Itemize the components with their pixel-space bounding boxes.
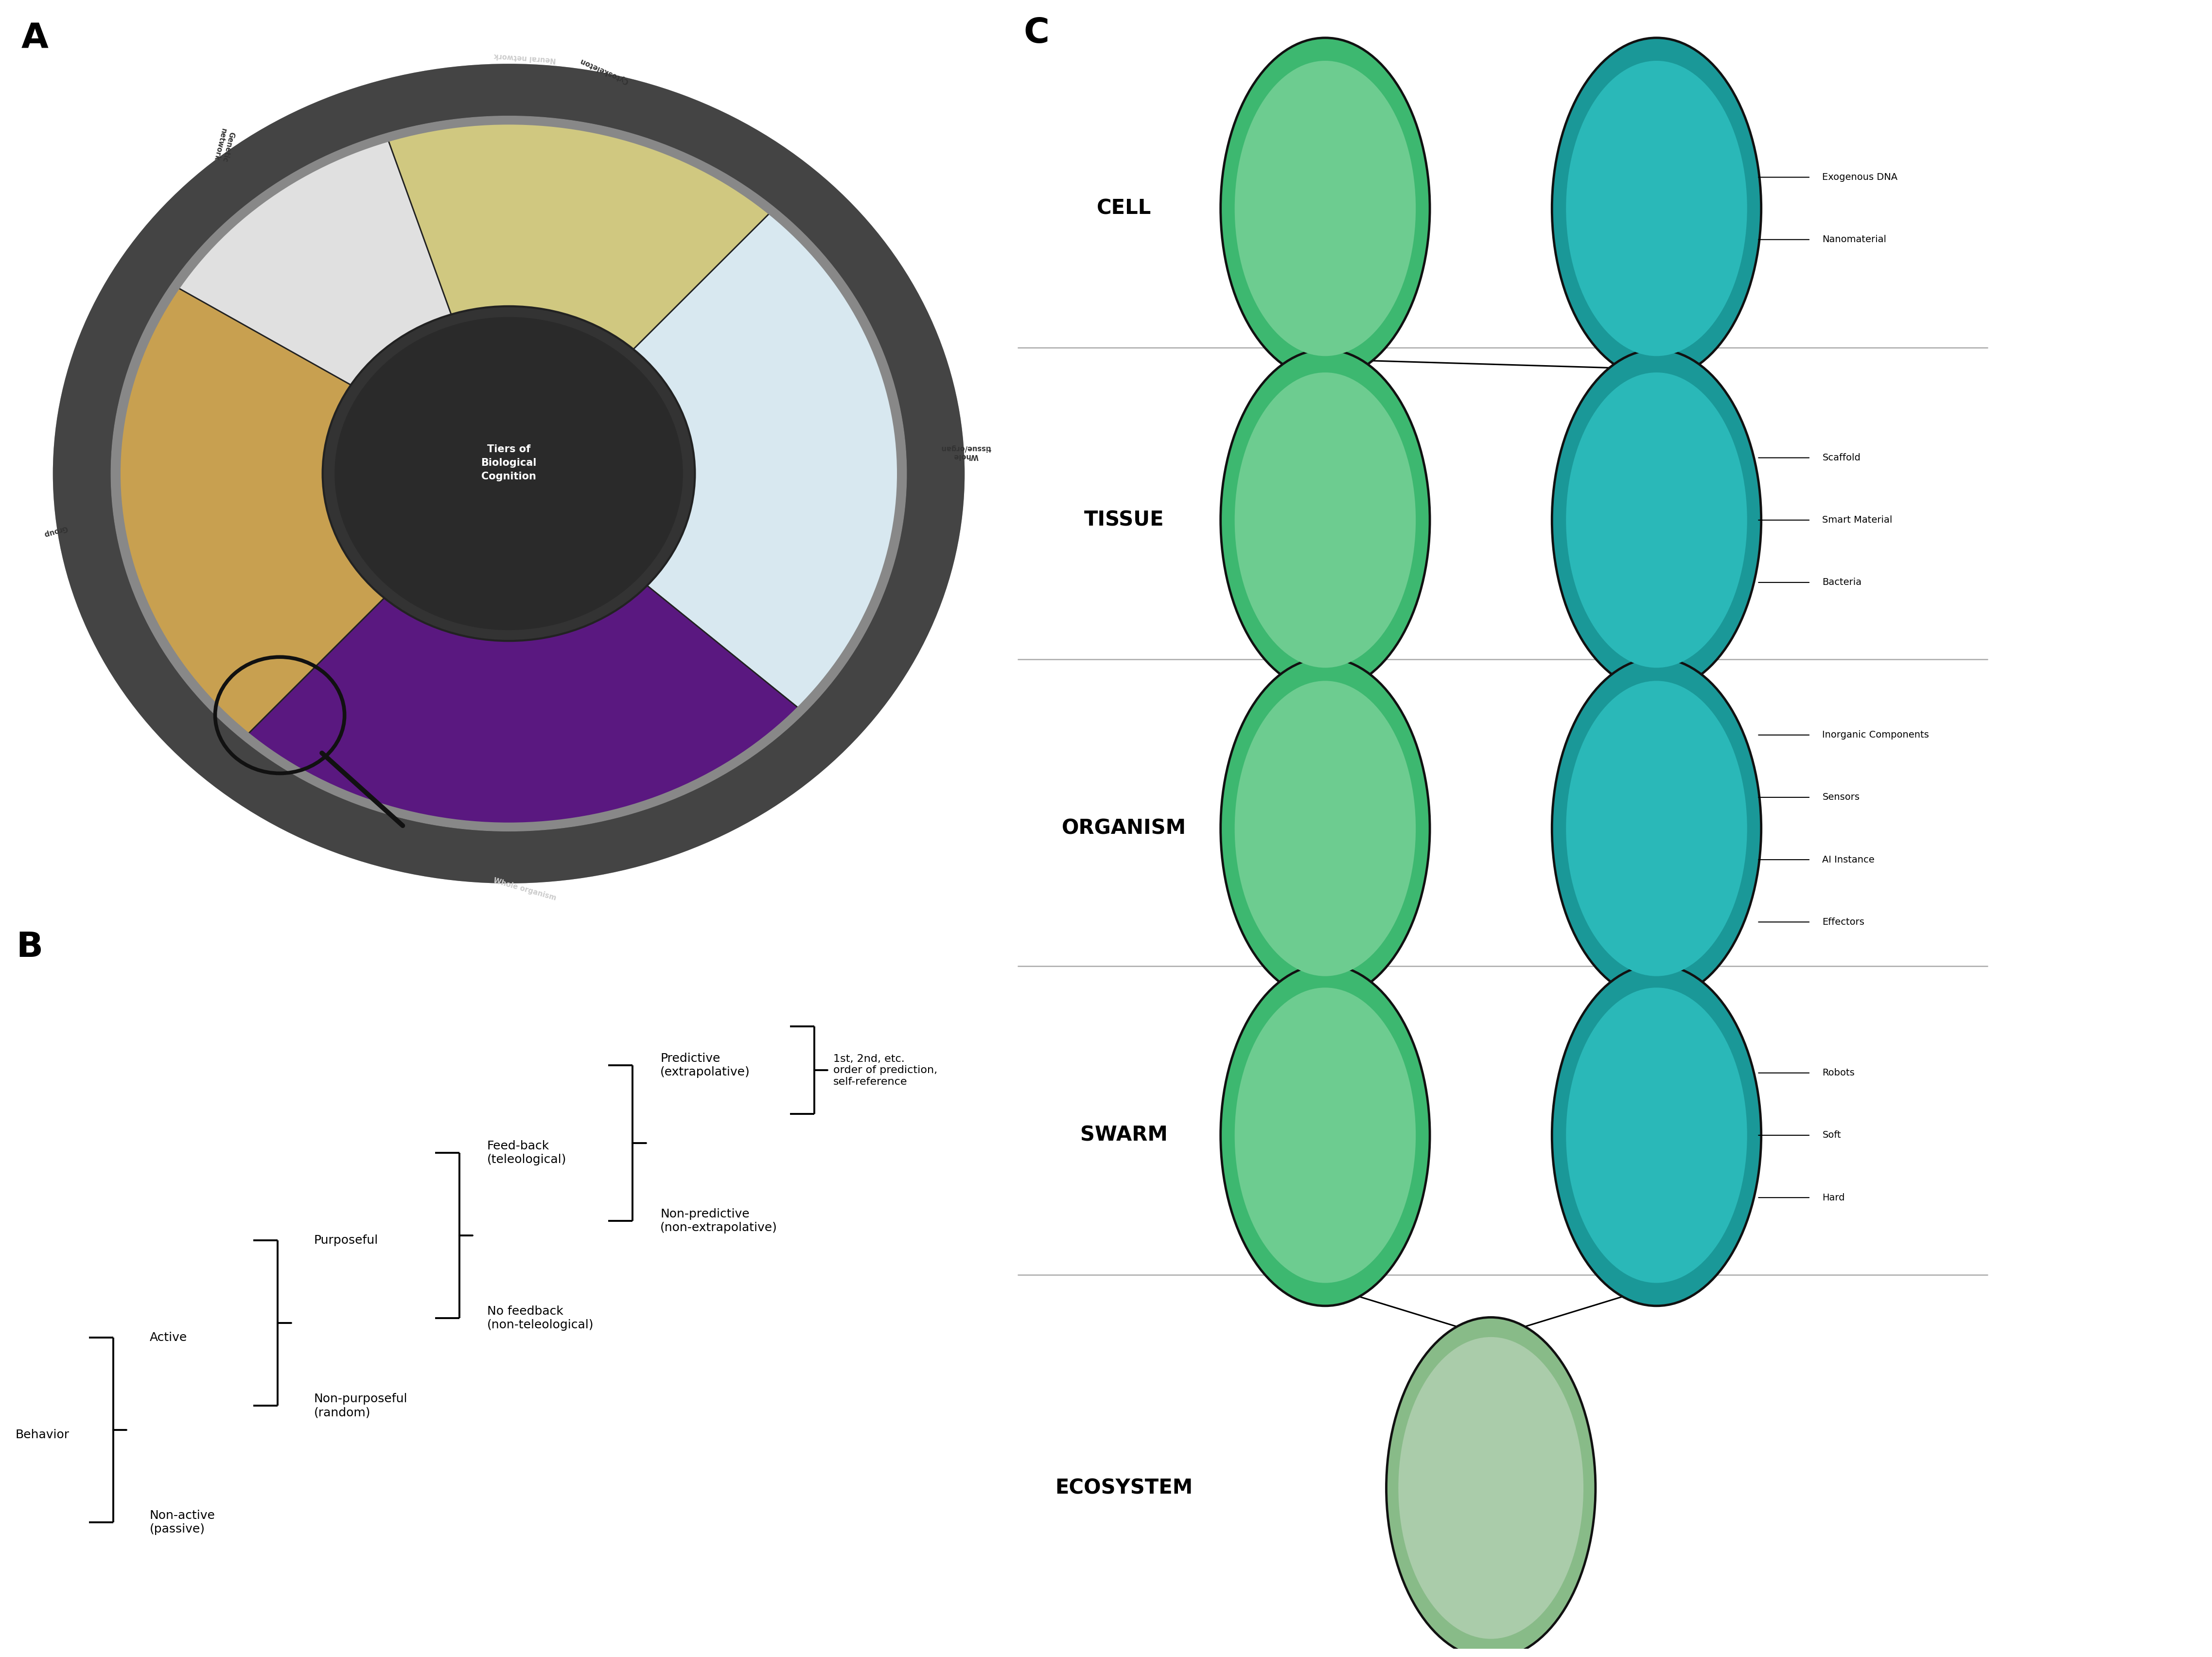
Text: Behavior: Behavior — [15, 1428, 69, 1440]
Wedge shape — [263, 116, 774, 474]
Ellipse shape — [1221, 658, 1429, 999]
Text: B: B — [15, 931, 42, 964]
Ellipse shape — [1234, 61, 1416, 356]
Wedge shape — [53, 63, 964, 883]
Text: A: A — [22, 22, 49, 55]
Ellipse shape — [1221, 38, 1429, 379]
Text: No feedback
(non-teleological): No feedback (non-teleological) — [487, 1306, 593, 1331]
Ellipse shape — [1387, 1317, 1595, 1657]
Text: TISSUE: TISSUE — [1084, 510, 1164, 530]
Ellipse shape — [1566, 61, 1747, 356]
Text: ORGANISM: ORGANISM — [1062, 819, 1186, 838]
Text: Non-active
(passive): Non-active (passive) — [150, 1510, 215, 1534]
Text: AI Instance: AI Instance — [1823, 855, 1874, 865]
Ellipse shape — [1553, 350, 1761, 691]
Ellipse shape — [1566, 373, 1747, 668]
Text: Whole
tissue/organ: Whole tissue/organ — [940, 444, 991, 461]
Ellipse shape — [1553, 658, 1761, 999]
Wedge shape — [111, 283, 509, 739]
Text: 1st, 2nd, etc.
order of prediction,
self-reference: 1st, 2nd, etc. order of prediction, self… — [834, 1054, 938, 1087]
Text: Genetic
network: Genetic network — [212, 128, 234, 164]
Ellipse shape — [1221, 964, 1429, 1306]
Text: Inorganic Components: Inorganic Components — [1823, 731, 1929, 739]
Text: Group: Group — [42, 524, 69, 539]
Text: Feed-back
(teleological): Feed-back (teleological) — [487, 1140, 566, 1165]
Text: CELL: CELL — [1097, 199, 1150, 219]
Text: Exogenous DNA: Exogenous DNA — [1823, 172, 1898, 182]
Text: Nanomaterial: Nanomaterial — [1823, 235, 1887, 244]
Ellipse shape — [1234, 681, 1416, 976]
Text: Neural network: Neural network — [493, 51, 555, 63]
Text: Active: Active — [150, 1332, 188, 1344]
Text: Purposeful: Purposeful — [314, 1234, 378, 1246]
Text: Hard: Hard — [1823, 1193, 1845, 1203]
Text: ECOSYSTEM: ECOSYSTEM — [1055, 1478, 1192, 1498]
Text: Non-predictive
(non-extrapolative): Non-predictive (non-extrapolative) — [659, 1208, 776, 1233]
Ellipse shape — [1221, 350, 1429, 691]
Ellipse shape — [1234, 373, 1416, 668]
Circle shape — [53, 63, 964, 883]
Text: Cytoskeleton: Cytoskeleton — [580, 56, 630, 85]
Text: Smart Material: Smart Material — [1823, 515, 1893, 525]
Circle shape — [323, 307, 695, 641]
Circle shape — [334, 316, 684, 630]
Ellipse shape — [1234, 988, 1416, 1283]
Text: Robots: Robots — [1823, 1069, 1854, 1077]
Wedge shape — [509, 207, 907, 713]
Text: SWARM: SWARM — [1079, 1125, 1168, 1145]
Text: Non-purposeful
(random): Non-purposeful (random) — [314, 1394, 407, 1418]
Ellipse shape — [1566, 681, 1747, 976]
Ellipse shape — [1398, 1337, 1584, 1639]
Text: Tiers of
Biological
Cognition: Tiers of Biological Cognition — [480, 444, 538, 481]
Text: C: C — [1024, 17, 1048, 50]
Text: Bacteria: Bacteria — [1823, 578, 1863, 587]
Text: Soft: Soft — [1823, 1130, 1840, 1140]
Wedge shape — [243, 474, 805, 832]
Ellipse shape — [1553, 964, 1761, 1306]
Text: Scaffold: Scaffold — [1823, 452, 1860, 462]
Text: Whole organism: Whole organism — [493, 877, 557, 901]
Text: Sensors: Sensors — [1823, 792, 1860, 802]
Wedge shape — [170, 133, 509, 474]
Ellipse shape — [1553, 38, 1761, 379]
Text: Predictive
(extrapolative): Predictive (extrapolative) — [659, 1052, 750, 1079]
Ellipse shape — [1566, 988, 1747, 1283]
Wedge shape — [111, 116, 907, 832]
Wedge shape — [385, 116, 774, 474]
Text: Effectors: Effectors — [1823, 918, 1865, 926]
